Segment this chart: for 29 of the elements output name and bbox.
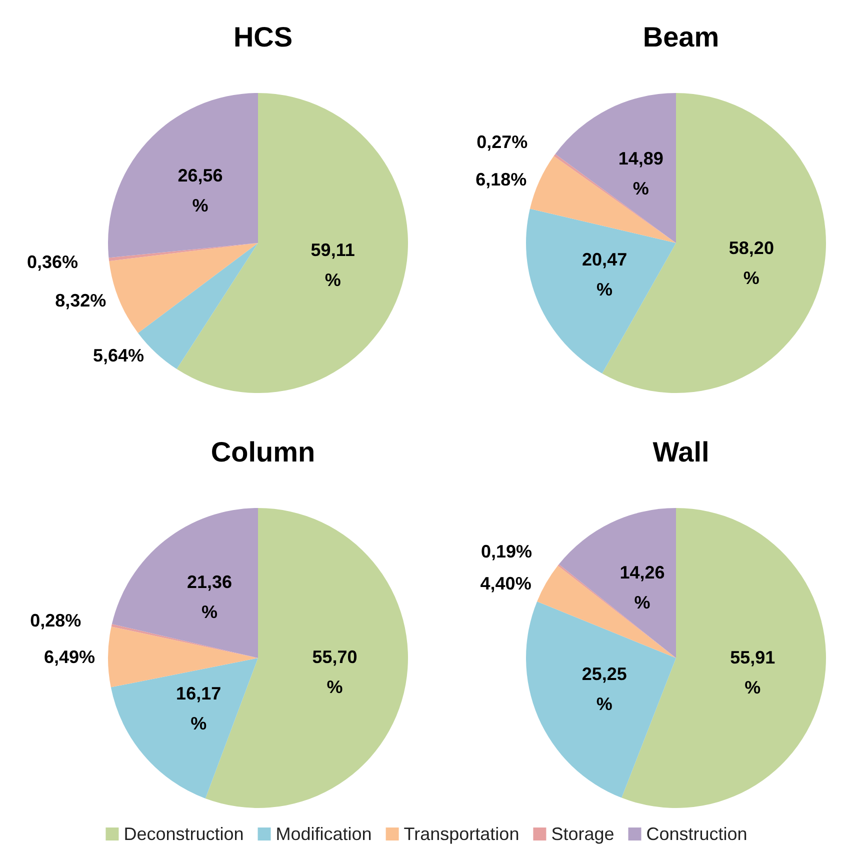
data-label: 6,49%	[44, 646, 96, 667]
data-label: 0,36%	[26, 252, 78, 272]
legend-label: Modification	[276, 824, 372, 844]
data-label: 0,28%	[30, 610, 82, 630]
data-label: 14,26 %	[620, 562, 665, 613]
data-label: 26,56 %	[178, 166, 223, 216]
data-label: 55,70 %	[312, 646, 358, 697]
data-label: 16,17 %	[176, 684, 222, 734]
data-label: 55,91 %	[730, 647, 776, 698]
legend-label: Deconstruction	[124, 824, 244, 844]
chart-title: HCS	[233, 22, 293, 52]
data-label: 59,11 %	[310, 240, 355, 290]
data-label: 0,19%	[481, 541, 532, 562]
legend-label: Transportation	[404, 824, 520, 844]
data-label: 21,36 %	[186, 572, 232, 622]
data-label: 58,20 %	[728, 238, 774, 288]
data-label: 20,47 %	[582, 249, 628, 300]
data-label: 4,40%	[480, 573, 532, 594]
chart-title: Beam	[642, 22, 720, 52]
data-label: 8,32%	[55, 290, 106, 310]
data-label: 5,64%	[92, 346, 144, 366]
legend-label: Storage	[551, 824, 614, 844]
data-label: 14,89 %	[618, 148, 664, 198]
legend-label: Construction	[646, 824, 748, 844]
data-label: 25,25 %	[582, 664, 627, 714]
chart-title: Column	[210, 436, 316, 468]
data-label: 0,27%	[476, 132, 528, 152]
chart-title: Wall	[652, 436, 710, 468]
data-label: 6,18%	[476, 170, 527, 190]
